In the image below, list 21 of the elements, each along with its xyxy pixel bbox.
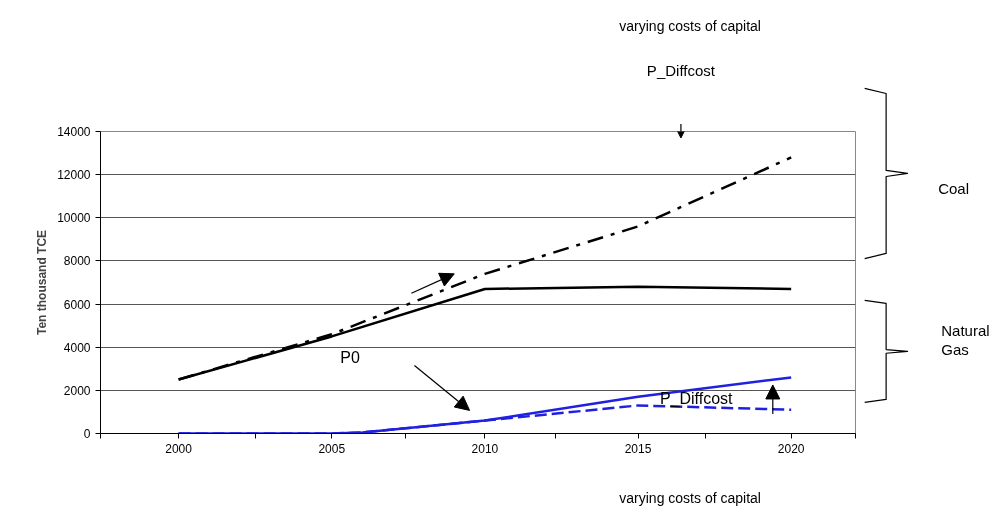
- x-tick-label: 2020: [777, 441, 805, 456]
- y-axis-title: Ten thousand TCE: [35, 229, 50, 336]
- text: varying costs of capital: [619, 17, 761, 34]
- y-tick-label: 6000: [63, 297, 91, 312]
- text: Coal: [938, 179, 970, 197]
- text: Natural Gas: [941, 321, 990, 358]
- annotation: P0: [340, 349, 361, 367]
- y-tick-label: 4000: [63, 340, 91, 355]
- annotation: P_Diffcost: [659, 390, 734, 409]
- text: varying costs of capital: [619, 490, 761, 507]
- y-tick-label: 2000: [63, 383, 91, 398]
- y-tick-label: 0: [83, 427, 91, 441]
- y-tick-label: 12000: [57, 168, 91, 183]
- text: P_Diffcost: [646, 61, 716, 79]
- x-tick-label: 2010: [471, 441, 499, 456]
- x-tick-label: 2000: [165, 441, 193, 456]
- y-tick-label: 8000: [63, 254, 91, 269]
- x-tick-label: 2005: [318, 441, 346, 456]
- y-tick-label: 14000: [57, 125, 91, 139]
- y-tick-label: 10000: [57, 211, 91, 226]
- x-tick-label: 2015: [624, 441, 652, 456]
